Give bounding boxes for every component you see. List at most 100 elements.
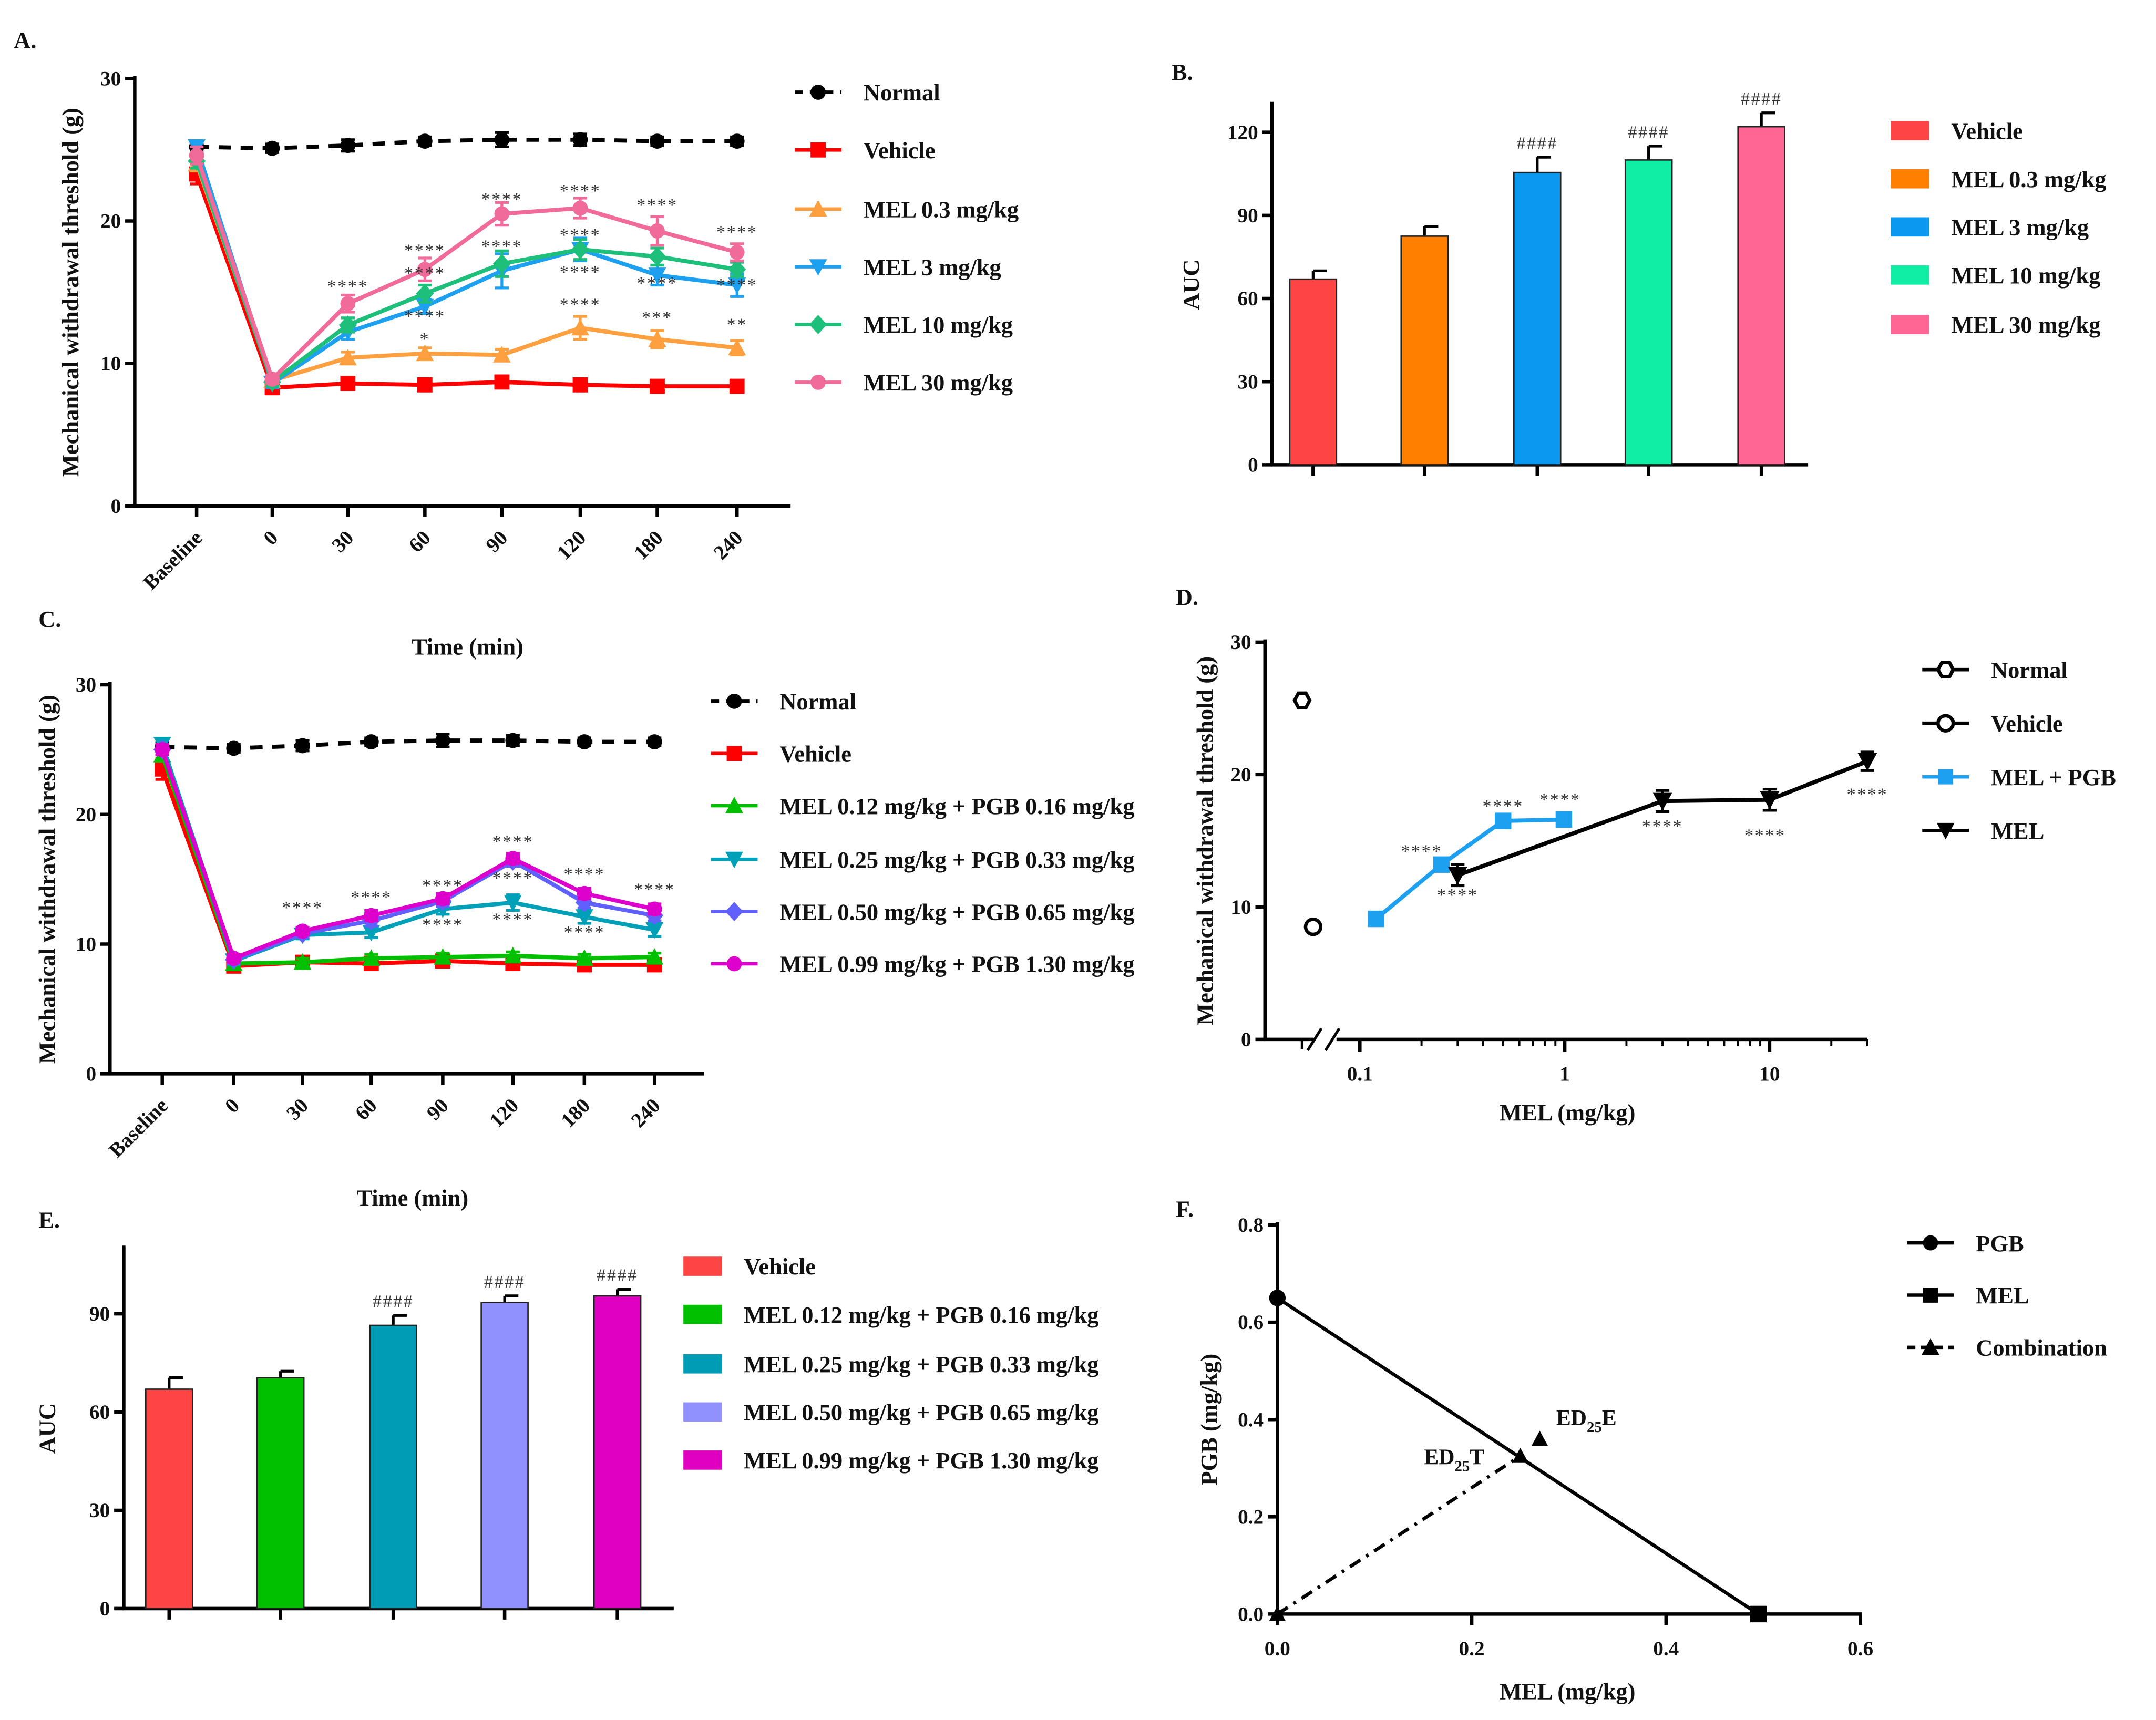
panel-label: E.	[38, 1207, 60, 1233]
data-point	[494, 206, 510, 222]
legend-item: Vehicle	[683, 1253, 816, 1280]
legend-marker	[726, 956, 742, 972]
legend-item: Vehicle	[1922, 710, 2063, 737]
significance-marker: ****	[1642, 817, 1683, 836]
y-tick-label: 30	[1230, 631, 1251, 654]
ed-suffix: E	[1602, 1406, 1617, 1430]
data-point	[293, 953, 312, 970]
panel-d: 0 10 20 30 Mechanical withdrawal threshold (…	[1176, 584, 2116, 1126]
y-tick-label: 20	[100, 210, 121, 233]
legend-label: Combination	[1976, 1335, 2107, 1361]
y-tick-label: 30	[89, 1499, 110, 1522]
data-point	[728, 277, 746, 294]
legend-label: MEL 0.99 mg/kg + PGB 1.30 mg/kg	[744, 1447, 1098, 1474]
legend-label: MEL 0.12 mg/kg + PGB 0.16 mg/kg	[744, 1302, 1098, 1328]
legend-marker	[809, 259, 827, 276]
legend-swatch	[683, 1354, 722, 1374]
axis-break-mark	[1324, 1027, 1341, 1052]
data-point	[572, 132, 588, 148]
legend-label: MEL 0.99 mg/kg + PGB 1.30 mg/kg	[779, 951, 1134, 977]
bar	[1400, 235, 1449, 466]
legend-swatch	[1891, 169, 1929, 189]
data-point	[1495, 812, 1512, 829]
legend-item: Vehicle	[1891, 118, 2023, 144]
x-axis-title: Time (min)	[356, 1185, 468, 1211]
significance-marker: ****	[1847, 785, 1888, 804]
data-point	[577, 734, 592, 749]
significance-marker: ****	[327, 276, 368, 296]
series-line	[160, 768, 655, 969]
series-line	[1374, 817, 1564, 921]
bar-group	[1289, 269, 1338, 476]
bar-group: ####	[480, 1272, 529, 1620]
series-normal	[155, 733, 662, 756]
legend-item: Vehicle	[795, 137, 936, 163]
data-point	[729, 133, 745, 149]
x-tick-label: 30	[327, 527, 358, 557]
data-point	[492, 346, 511, 363]
legend-marker	[726, 693, 742, 709]
y-tick-label: 60	[1237, 287, 1258, 310]
legend-item: MEL + PGB	[1922, 764, 2116, 790]
y-tick-label: 0.8	[1238, 1214, 1264, 1237]
legend-item: MEL	[1922, 818, 2044, 844]
significance-marker: ****	[634, 880, 675, 900]
panel-f: 0.0 0.2 0.4 0.6 0.8 PGB (mg/kg) F. 0.0 0.2 0.4 0.6…	[1176, 1196, 2107, 1704]
legend-item: MEL 0.99 mg/kg + PGB 1.30 mg/kg	[711, 951, 1134, 977]
legend-label: MEL 0.50 mg/kg + PGB 0.65 mg/kg	[779, 899, 1134, 925]
significance-marker: ****	[564, 923, 605, 942]
legend-swatch	[1891, 217, 1929, 237]
legend-swatch	[683, 1256, 722, 1276]
significance-marker: ****	[481, 237, 522, 256]
legend-label: MEL 30 mg/kg	[864, 369, 1013, 396]
series-normal	[189, 131, 745, 156]
legend-label: Vehicle	[1951, 118, 2023, 144]
bar	[1737, 126, 1785, 466]
x-tick-label: 0.1	[1347, 1063, 1373, 1085]
x-tick-label: 90	[423, 1094, 453, 1125]
data-point	[728, 260, 746, 279]
legend-item: MEL 30 mg/kg	[1891, 312, 2100, 338]
y-tick-label: 20	[76, 804, 96, 826]
legend-label: Normal	[1991, 657, 2068, 683]
data-point	[226, 951, 242, 966]
significance-marker: ***	[642, 308, 673, 327]
bar-group	[256, 1369, 305, 1620]
legend-label: MEL	[1976, 1282, 2029, 1309]
significance-marker: ****	[716, 275, 757, 295]
legend-swatch	[683, 1304, 722, 1324]
ed25-label: ED25E	[1556, 1406, 1617, 1436]
legend-marker	[725, 851, 743, 869]
y-tick-label: 0	[100, 1598, 110, 1620]
significance-marker: ****	[560, 295, 601, 315]
legend-swatch	[683, 1402, 722, 1422]
x-tick-label: 1	[1559, 1063, 1570, 1085]
ed-suffix: T	[1470, 1445, 1484, 1469]
y-tick-label: 0	[1248, 454, 1258, 476]
legend-item: Normal	[1922, 657, 2068, 683]
legend-swatch	[1891, 265, 1929, 285]
y-tick-label: 90	[1237, 204, 1258, 227]
panel-label: C.	[38, 606, 61, 632]
data-point	[338, 348, 357, 366]
data-point	[363, 908, 379, 923]
legend-item: MEL 10 mg/kg	[795, 312, 1013, 338]
x-tick-label: 0.0	[1265, 1637, 1290, 1660]
y-tick-label: 0	[86, 1063, 97, 1085]
data-point	[435, 733, 450, 748]
bar-group: ####	[1513, 133, 1562, 476]
data-point	[1652, 792, 1672, 811]
x-axis-title: MEL (mg/kg)	[1500, 1099, 1635, 1126]
legend-marker	[725, 797, 743, 813]
significance-marker: ****	[404, 241, 445, 261]
data-point	[577, 885, 592, 901]
data-point	[572, 200, 588, 216]
data-point	[226, 740, 242, 756]
data-point	[363, 734, 379, 749]
data-point	[729, 244, 745, 260]
data-point	[1555, 811, 1573, 828]
significance-marker: ****	[564, 864, 605, 884]
y-axis-title: AUC	[34, 1403, 60, 1454]
legend-label: MEL 10 mg/kg	[1951, 262, 2100, 289]
